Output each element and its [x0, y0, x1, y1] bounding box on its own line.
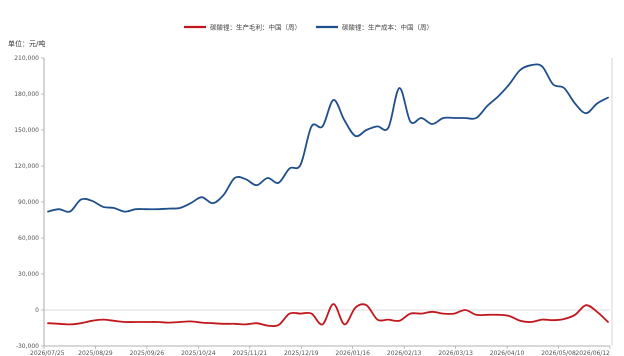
y-tick-label: 150,000 [14, 127, 39, 134]
x-tick-label: 2026/02/13 [387, 350, 422, 356]
x-tick-label: 2026/01/16 [335, 350, 370, 356]
x-tick-label: 2025/09/26 [130, 350, 165, 356]
y-tick-label: 120,000 [14, 163, 39, 170]
legend-label: 碳酸锂：生产成本：中国（周） [342, 22, 433, 31]
y-tick-label: 30,000 [18, 271, 39, 278]
series-layer [47, 63, 609, 328]
y-tick-label: 210,000 [14, 55, 39, 62]
x-tick-label: 2026/05/08 [541, 350, 576, 356]
unit-label: 单位：元/吨 [8, 39, 45, 48]
x-tick-label: 2026/06/12 [575, 350, 610, 356]
x-tick-label: 2026/04/10 [490, 350, 525, 356]
y-tick-label: -30,000 [16, 343, 39, 350]
series-line-gross-profit [47, 303, 609, 328]
y-tick-label: 0 [35, 307, 39, 314]
x-tick-label: 2025/08/29 [78, 350, 113, 356]
x-tick-label: 2025/11/21 [233, 350, 268, 356]
y-tick-label: 90,000 [18, 199, 39, 206]
axes: 210,000 180,000 150,000 120,000 90,000 60,000… [14, 55, 613, 356]
x-tick-label: 2026/07/25 [30, 350, 65, 356]
x-tick-label: 2025/12/19 [284, 350, 319, 356]
legend-label: 碳酸锂：生产毛利：中国（周） [210, 22, 301, 31]
y-tick-label: 60,000 [18, 235, 39, 242]
y-tick-label: 180,000 [14, 91, 39, 98]
legend: 碳酸锂：生产毛利：中国（周） 碳酸锂：生产成本：中国（周） [184, 22, 433, 31]
series-line-production-cost [47, 63, 609, 213]
x-tick-label: 2025/10/24 [181, 350, 216, 356]
x-tick-label: 2026/03/13 [438, 350, 473, 356]
